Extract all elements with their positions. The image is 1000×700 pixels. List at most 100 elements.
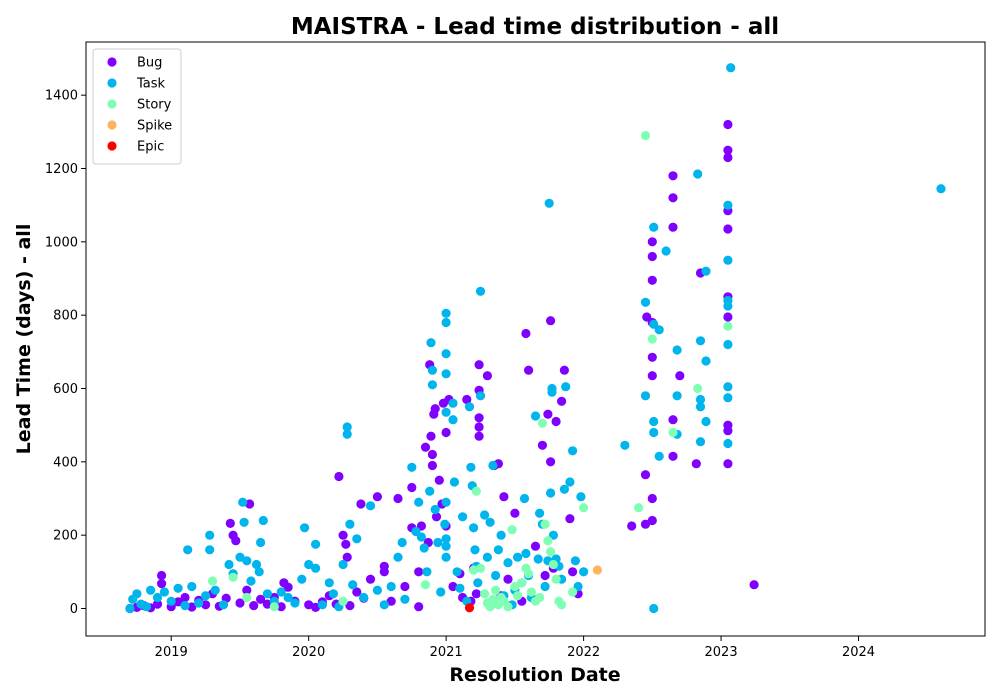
- point-task: [475, 286, 486, 296]
- point-task: [317, 600, 327, 610]
- point-task: [397, 537, 407, 548]
- point-story: [543, 536, 553, 546]
- point-task: [251, 559, 262, 570]
- point-task: [324, 578, 334, 588]
- point-task: [430, 504, 440, 515]
- point-task: [246, 576, 256, 586]
- point-task: [441, 534, 451, 544]
- point-task: [441, 552, 451, 562]
- point-story: [557, 600, 567, 610]
- point-task: [695, 437, 706, 447]
- point-story: [207, 576, 218, 586]
- point-task: [436, 587, 446, 597]
- point-story: [513, 591, 523, 601]
- point-story: [548, 559, 559, 570]
- point-bug: [245, 499, 255, 509]
- point-bug: [256, 594, 266, 604]
- legend-label-epic: Epic: [137, 140, 164, 155]
- point-task: [448, 415, 458, 425]
- point-task: [695, 336, 706, 346]
- point-task: [493, 545, 503, 555]
- point-task: [201, 591, 211, 601]
- point-bug: [430, 404, 440, 414]
- y-tick-label: 1400: [45, 89, 78, 104]
- point-bug: [668, 193, 678, 203]
- point-task: [693, 169, 703, 179]
- point-bug: [462, 394, 472, 405]
- point-task: [561, 382, 571, 392]
- point-bug: [551, 416, 561, 427]
- x-axis-ticks: 2019 2020 2021 2022 2023 2024: [155, 636, 875, 660]
- point-task: [183, 545, 193, 555]
- point-epic: [464, 603, 475, 613]
- point-task: [654, 451, 664, 461]
- point-task: [276, 587, 286, 597]
- point-bug: [304, 600, 314, 610]
- point-bug: [157, 570, 167, 581]
- point-bug: [356, 499, 366, 509]
- y-axis-label: Lead Time (days) - all: [13, 224, 35, 455]
- point-story: [568, 587, 578, 597]
- point-task: [441, 541, 451, 551]
- point-bug: [201, 600, 211, 610]
- point-task: [701, 266, 711, 276]
- point-task: [649, 427, 659, 438]
- point-task: [224, 559, 234, 570]
- legend-label-spike: Spike: [137, 119, 172, 134]
- point-task: [125, 603, 135, 614]
- point-task: [433, 537, 443, 548]
- point-story: [228, 572, 238, 582]
- point-bug: [723, 224, 733, 234]
- point-task: [544, 198, 554, 208]
- point-task: [620, 440, 630, 450]
- point-story: [723, 321, 733, 331]
- point-bug: [482, 371, 492, 381]
- point-bug: [647, 515, 657, 526]
- point-bug: [557, 396, 567, 406]
- point-task: [491, 570, 501, 581]
- point-story: [546, 547, 556, 557]
- point-task: [723, 339, 733, 350]
- point-bug: [173, 597, 183, 607]
- point-task: [640, 297, 651, 307]
- y-axis-ticks: 0 200 400 600 800 1000 1200 1400: [45, 89, 86, 617]
- point-bug: [530, 541, 541, 551]
- point-task: [568, 446, 578, 456]
- point-task: [661, 246, 671, 256]
- point-task: [649, 222, 659, 232]
- point-bug: [431, 512, 442, 522]
- point-task: [448, 398, 458, 408]
- point-task: [559, 484, 570, 494]
- point-bug: [474, 413, 484, 423]
- point-task: [503, 558, 513, 568]
- point-task: [141, 602, 152, 612]
- point-task: [440, 519, 450, 529]
- point-story: [693, 383, 703, 394]
- point-task: [936, 184, 946, 194]
- point-bug: [546, 316, 556, 326]
- point-bug: [427, 449, 437, 460]
- point-task: [723, 382, 733, 392]
- point-task: [521, 548, 531, 559]
- point-bug: [565, 514, 575, 524]
- point-task: [441, 317, 451, 328]
- point-bug: [668, 415, 678, 425]
- point-task: [205, 545, 215, 555]
- point-task: [338, 559, 348, 570]
- point-task: [540, 581, 550, 592]
- point-task: [262, 589, 272, 599]
- point-bug: [723, 119, 733, 130]
- point-bug: [157, 579, 167, 589]
- point-task: [422, 567, 432, 577]
- point-task: [238, 497, 248, 507]
- point-bug: [365, 574, 376, 584]
- point-story: [503, 602, 513, 612]
- point-bug: [262, 599, 272, 609]
- point-task: [258, 515, 268, 526]
- point-task: [535, 508, 545, 518]
- legend-label-bug: Bug: [137, 56, 162, 71]
- point-task: [416, 532, 426, 542]
- point-task: [519, 493, 530, 504]
- point-task: [455, 583, 465, 593]
- point-bug: [647, 251, 657, 262]
